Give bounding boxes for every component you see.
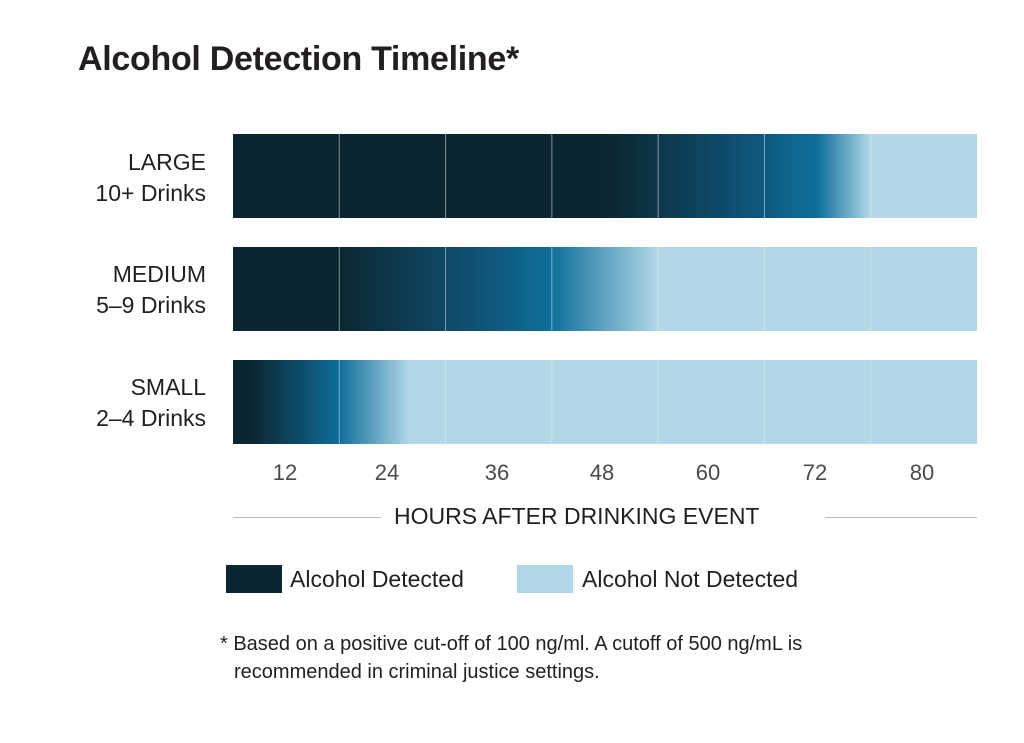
x-tick-48: 48 [589,460,615,485]
x-tick-80: 80 [909,460,935,485]
row-label-large-sub: 10+ Drinks [95,180,206,206]
x-tick-60: 60 [695,460,721,485]
x-tick-24: 24 [374,460,400,485]
legend-label-not-detected: Alcohol Not Detected [582,566,799,592]
legend-label-detected: Alcohol Detected [290,566,464,592]
footnote-line-2: recommended in criminal justice settings… [234,661,600,683]
footnote: * Based on a positive cut-off of 100 ng/… [220,630,802,686]
chart-title: Alcohol Detection Timeline* [78,40,519,78]
row-label-small-sub: 2–4 Drinks [96,405,206,431]
row-label-small-name: SMALL [130,374,206,400]
axis-line-right [825,517,977,518]
row-label-medium: MEDIUM 5–9 Drinks [30,259,206,321]
row-label-medium-name: MEDIUM [112,261,206,287]
x-tick-12: 12 [272,460,298,485]
legend-swatch-detected [226,565,282,593]
x-axis-title: HOURS AFTER DRINKING EVENT [394,503,760,529]
bar-medium [233,247,977,331]
x-tick-72: 72 [802,460,828,485]
row-label-medium-sub: 5–9 Drinks [96,292,206,318]
row-label-large: LARGE 10+ Drinks [30,147,206,209]
row-label-large-name: LARGE [128,149,206,175]
bar-small [233,360,977,444]
row-label-small: SMALL 2–4 Drinks [30,372,206,434]
axis-line-left [233,517,381,518]
bar-large [233,134,977,218]
footnote-line-1: * Based on a positive cut-off of 100 ng/… [220,633,803,655]
legend-swatch-not-detected [517,565,573,593]
x-tick-36: 36 [484,460,510,485]
